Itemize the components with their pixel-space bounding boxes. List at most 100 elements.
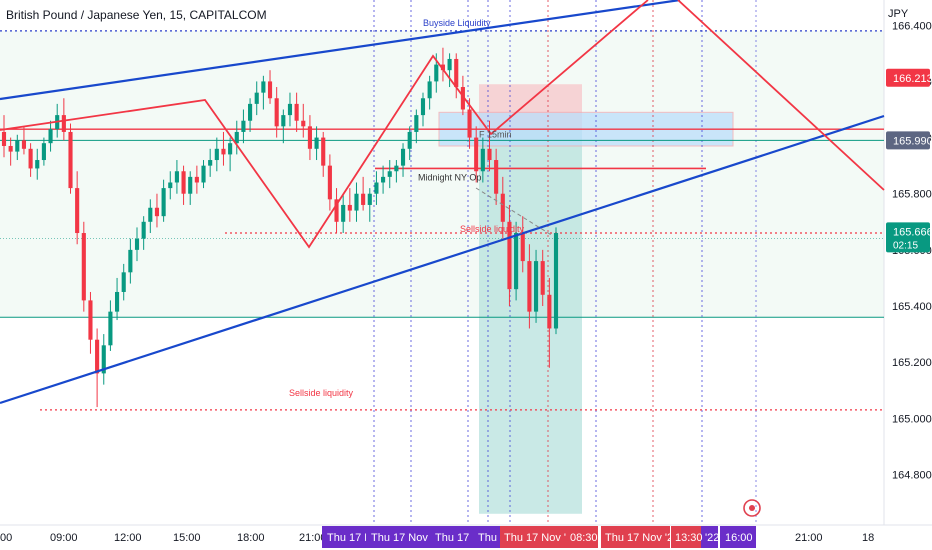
candle — [174, 160, 179, 194]
candle — [480, 137, 485, 183]
time-tick-label-edge: 00 — [0, 532, 12, 544]
candle-body — [267, 81, 273, 99]
price-label-value: 166.213 — [893, 73, 932, 85]
candle — [354, 182, 359, 222]
time-tick-label: 21:00 — [795, 532, 823, 544]
candle — [407, 126, 412, 161]
session-time-box — [430, 526, 473, 548]
candle — [454, 53, 459, 99]
candle — [241, 109, 246, 144]
time-tick-label: 09:00 — [50, 532, 78, 544]
candle — [161, 179, 166, 222]
candle-body — [467, 109, 472, 138]
candle-body — [287, 103, 293, 116]
candle — [527, 244, 532, 329]
candle — [274, 87, 279, 138]
candle — [361, 176, 366, 211]
candle-body — [553, 233, 559, 329]
candle-body — [374, 182, 379, 194]
candle — [228, 137, 233, 172]
candle-body — [440, 64, 446, 71]
candle-body — [420, 98, 426, 116]
candle — [248, 98, 253, 132]
chart-title: British Pound / Japanese Yen, 15, CAPITA… — [6, 8, 267, 22]
candle-body — [454, 58, 459, 88]
candle-body — [480, 148, 485, 172]
time-tick-label: 15:00 — [173, 532, 201, 544]
candle-body — [533, 261, 539, 312]
candle-body — [35, 160, 40, 169]
candle — [188, 171, 193, 205]
price-tick-label: 165.000 — [892, 413, 932, 425]
candle-body — [347, 204, 352, 211]
price-label-countdown: 02:15 — [893, 240, 918, 251]
candle — [201, 160, 206, 189]
candle-body — [194, 176, 199, 183]
price-label-box — [886, 68, 930, 87]
candle-body — [427, 81, 432, 99]
candle-body — [181, 171, 186, 194]
candle-body — [400, 148, 406, 166]
candle-body — [201, 165, 206, 183]
candle — [281, 109, 286, 144]
candle — [261, 75, 266, 110]
session-time-text: Thu 17 N — [327, 532, 372, 544]
candle — [294, 92, 299, 132]
session-time-label: Thu 17 Nov '22 — [366, 526, 445, 548]
candle — [414, 109, 419, 144]
session-time-box — [720, 526, 756, 548]
candle-body — [1, 131, 7, 146]
session-time-label: 16:00 — [720, 526, 756, 548]
candle — [75, 171, 80, 245]
lower-channel-line — [0, 114, 885, 405]
candle — [440, 47, 446, 82]
candle-body — [28, 148, 33, 169]
session-time-box-red — [671, 526, 701, 548]
candle-body — [15, 140, 20, 152]
candle-body — [68, 131, 73, 189]
candle — [141, 216, 146, 250]
candle — [221, 131, 226, 166]
candle-body — [88, 300, 93, 340]
candle-body — [334, 199, 339, 222]
candle — [41, 137, 46, 166]
candle — [28, 143, 33, 177]
candle — [1, 115, 7, 158]
candle — [287, 92, 293, 127]
candle — [307, 115, 312, 161]
candle-body — [507, 221, 512, 290]
candle-body — [514, 233, 519, 290]
candle-body — [367, 193, 372, 205]
candle — [314, 126, 319, 161]
price-tick-label: 164.800 — [892, 469, 932, 481]
candle-body — [161, 188, 166, 217]
candle — [81, 221, 86, 312]
candle — [327, 154, 332, 211]
candle-body — [381, 176, 386, 183]
candle-body — [540, 261, 545, 295]
session-time-label: Thu 17 N — [430, 526, 480, 548]
candle — [88, 291, 93, 354]
price-tick-label: 165.200 — [892, 357, 932, 369]
candle-body — [208, 160, 213, 166]
price-label-box — [886, 131, 930, 150]
candle-body — [61, 115, 66, 132]
time-tick-label: 12:00 — [114, 532, 142, 544]
candle — [214, 137, 219, 172]
upper-channel-line — [0, 0, 681, 101]
candle-body — [314, 137, 319, 149]
candle-body — [327, 165, 332, 200]
currency-label: JPY — [888, 8, 909, 20]
candle-body — [95, 339, 100, 374]
candle-body — [354, 193, 359, 211]
candle-body — [547, 294, 552, 329]
candle-body — [301, 120, 306, 127]
sellside-liquidity-mid-label: Sellside liquidity — [460, 224, 525, 234]
candle-body — [387, 171, 392, 177]
price-label-value: 165.990 — [893, 135, 932, 147]
candle — [347, 188, 352, 222]
session-time-box-red — [500, 526, 570, 548]
candle — [334, 188, 339, 234]
candle-body — [500, 193, 505, 222]
